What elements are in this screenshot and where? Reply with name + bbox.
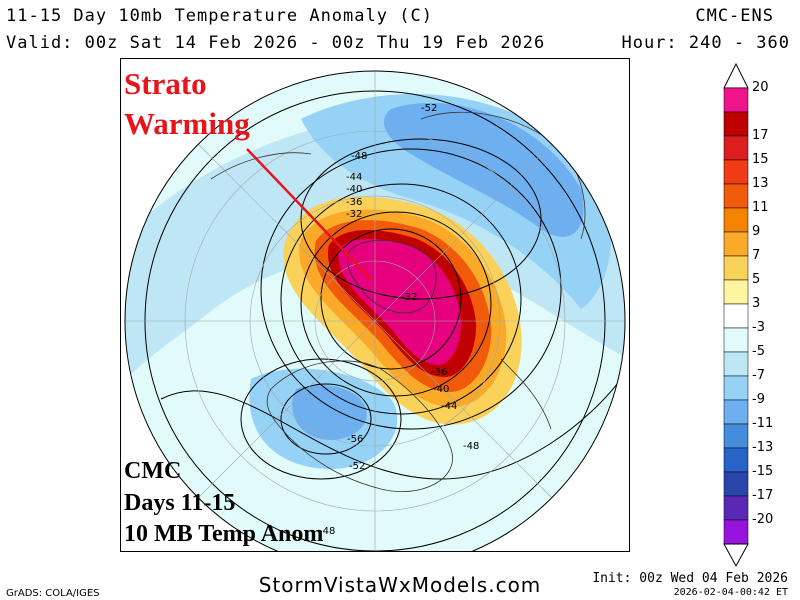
colorbar-tick-label: 20 <box>752 80 769 95</box>
colorbar-swatch <box>723 471 749 497</box>
colorbar-tick-label: -3 <box>752 320 765 335</box>
colorbar-swatch <box>723 423 749 449</box>
colorbar-swatch <box>723 231 749 257</box>
contour-label: -48 <box>319 526 335 537</box>
contour-label: -56 <box>347 434 363 445</box>
strato-warming-label: Warming <box>124 106 250 141</box>
colorbar-swatch <box>723 447 749 473</box>
colorbar-tick-label: -13 <box>752 440 774 455</box>
generated-timestamp: 2026-02-04-00:42 ET <box>673 587 788 598</box>
contour-label: -32 <box>346 209 362 220</box>
colorbar-swatch <box>723 327 749 353</box>
strato-warming-arrow <box>246 148 372 280</box>
colorbar-tick-label: -5 <box>752 344 765 359</box>
colorbar-swatch <box>723 87 749 113</box>
colorbar-tick-label: 9 <box>752 224 761 239</box>
contour-label: -52 <box>421 103 437 114</box>
contour-label: -36 <box>431 367 447 378</box>
software-credit: GrADS: COLA/IGES <box>6 588 100 599</box>
colorbar-tick-label: -7 <box>752 368 765 383</box>
contour-label: -44 <box>441 401 457 412</box>
contour-label: -36 <box>346 197 362 208</box>
map-title: 11-15 Day 10mb Temperature Anomaly (C) <box>6 6 433 26</box>
colorbar-swatch <box>723 495 749 521</box>
colorbar-tick-label: -15 <box>752 464 774 479</box>
contour-label: -32 <box>401 292 417 303</box>
warm-anomaly-core <box>338 239 461 365</box>
colorbar-swatch <box>723 375 749 401</box>
cold-anomaly-deep <box>383 102 584 237</box>
colorbar-swatch <box>723 183 749 209</box>
colorbar-swatch <box>723 279 749 305</box>
model-name: CMC-ENS <box>695 6 774 26</box>
strato-warming-label: Strato <box>124 66 207 101</box>
colorbar-tick-label: 11 <box>752 200 769 215</box>
init-time: Init: 00z Wed 04 Feb 2026 <box>592 571 788 586</box>
colorbar-tick-label: 17 <box>752 128 769 143</box>
colorbar-tick-label: 13 <box>752 176 769 191</box>
cold-anomaly-na-core <box>292 385 367 440</box>
map-panel: -52 -48 -44 -40 -36 -32 -32 -36 -40 -44 … <box>120 58 630 552</box>
colorbar-swatch <box>723 303 749 329</box>
forecast-hour: Hour: 240 - 360 <box>621 33 790 53</box>
contour-label: -40 <box>346 184 362 195</box>
colorbar-swatch <box>723 111 749 137</box>
contour-label: -52 <box>349 461 365 472</box>
colorbar-tick-label: 3 <box>752 296 761 311</box>
colorbar-tick-label: 5 <box>752 272 761 287</box>
colorbar-swatch <box>723 255 749 281</box>
colorbar-tick-label: -11 <box>752 416 774 431</box>
contour-label: -48 <box>463 441 479 452</box>
contour-label: -44 <box>346 172 362 183</box>
period-label: Days 11-15 <box>124 490 236 516</box>
field-label: 10 MB Temp Anom <box>124 521 324 547</box>
colorbar-swatch <box>723 135 749 161</box>
model-label: CMC <box>124 458 182 484</box>
colorbar-tick-label: 7 <box>752 248 761 263</box>
colorbar-swatch <box>723 519 749 545</box>
colorbar-swatch <box>723 159 749 185</box>
colorbar-tick-label: 15 <box>752 152 769 167</box>
colorbar-swatch <box>723 351 749 377</box>
polar-map: -52 -48 -44 -40 -36 -32 -32 -36 -40 -44 … <box>124 70 626 551</box>
colorbar-bottom-arrow <box>723 543 749 568</box>
map-border-circle <box>124 70 626 551</box>
website-link[interactable]: StormVistaWxModels.com <box>258 573 542 597</box>
contour-label: -40 <box>433 384 449 395</box>
colorbar-tick-label: -17 <box>752 488 774 503</box>
colorbar-tick-label: -20 <box>752 512 774 527</box>
contour-label: -48 <box>351 151 367 162</box>
colorbar-swatch <box>723 207 749 233</box>
colorbar-swatch <box>723 399 749 425</box>
colorbar-tick-label: -9 <box>752 392 765 407</box>
color-scale-bar <box>723 62 749 568</box>
colorbar-top-arrow <box>723 62 749 89</box>
valid-period: Valid: 00z Sat 14 Feb 2026 - 00z Thu 19 … <box>6 33 546 53</box>
